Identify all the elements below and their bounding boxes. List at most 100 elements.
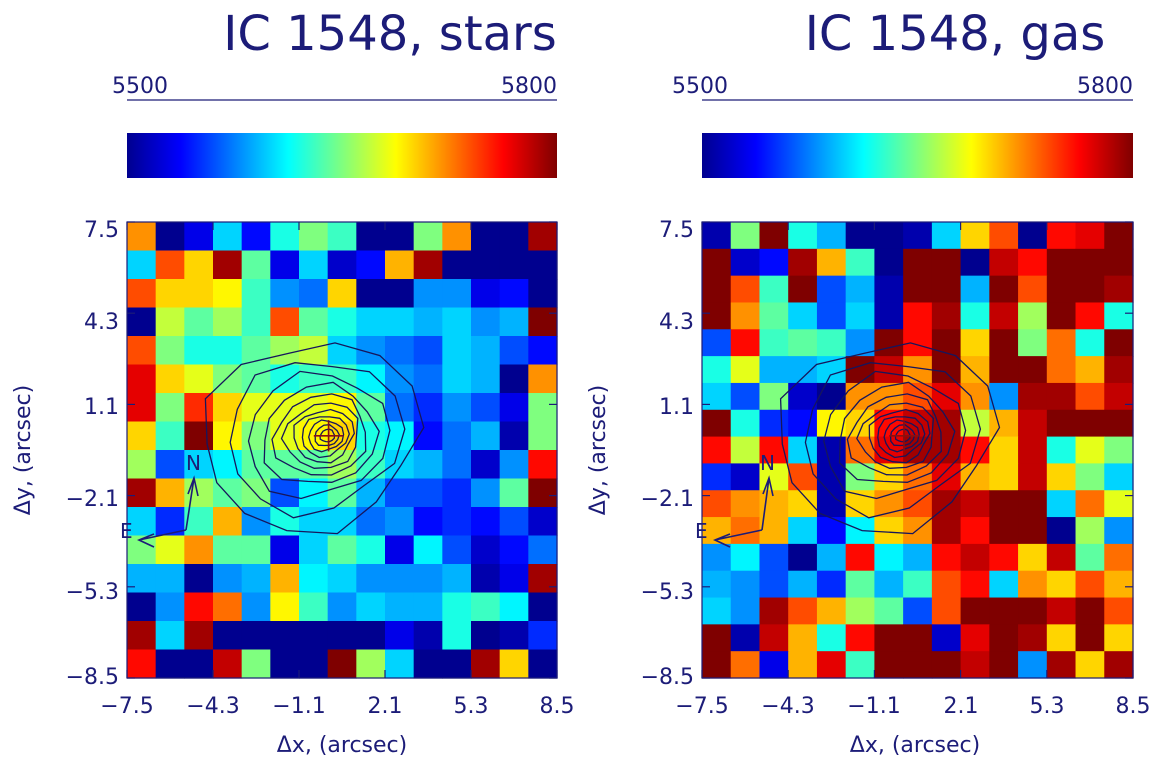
y-axis-label: Δy, (arcsec): [11, 385, 36, 515]
heatmap-cell: [299, 535, 329, 565]
heatmap-cell: [989, 436, 1019, 465]
heatmap-cell: [931, 597, 962, 625]
heatmap-cell: [960, 222, 990, 250]
compass: [712, 475, 774, 548]
heatmap-cell: [356, 421, 386, 451]
heatmap-cell: [442, 564, 472, 594]
heatmap-cell: [270, 649, 300, 679]
heatmap-cell: [442, 592, 472, 622]
heatmap-cell: [155, 421, 185, 451]
heatmap-cell: [702, 624, 732, 652]
heatmap-cell: [931, 275, 962, 304]
heatmap-cell: [499, 535, 529, 565]
heatmap-cell: [155, 649, 185, 679]
heatmap-cell: [270, 307, 300, 337]
heatmap-cell: [1104, 382, 1134, 411]
ytick-label: 4.3: [84, 310, 119, 335]
heatmap-cell: [903, 275, 933, 304]
heatmap-cell: [528, 592, 558, 622]
heatmap-cell: [1075, 624, 1105, 652]
heatmap-cell: [270, 421, 300, 451]
heatmap-cell: [730, 409, 761, 438]
heatmap-cell: [702, 409, 732, 438]
heatmap-cell: [184, 450, 214, 480]
heatmap-cell: [931, 222, 962, 250]
heatmap-cell: [960, 490, 990, 518]
heatmap-cell: [788, 436, 818, 465]
heatmap-cell: [413, 564, 443, 594]
stars-panel: IC 1548, stars 5500 5800 −7.5 −4.3 −1.1 …: [11, 6, 575, 758]
heatmap-cell: [241, 592, 271, 622]
heatmap-cell: [442, 649, 472, 679]
heatmap-cell: [442, 393, 472, 423]
heatmap-cell: [730, 248, 761, 277]
heatmap-cell: [385, 621, 415, 651]
heatmap-cell: [788, 624, 818, 652]
heatmap-cell: [499, 364, 529, 394]
heatmap-cell: [241, 336, 271, 366]
heatmap-cell: [903, 651, 933, 679]
heatmap-cell: [874, 517, 904, 545]
heatmap-cell: [960, 543, 990, 572]
heatmap-cell: [356, 250, 386, 280]
contour-line: [308, 419, 345, 453]
heatmap-cell: [874, 248, 904, 277]
heatmap-cell: [1075, 543, 1105, 572]
heatmap-cell: [270, 621, 300, 651]
heatmap-cell: [1018, 222, 1048, 250]
heatmap-cell: [213, 621, 243, 651]
heatmap-cell: [528, 336, 558, 366]
heatmap-cell: [702, 490, 732, 518]
contour-line: [838, 381, 956, 483]
heatmap-cell: [1018, 517, 1048, 545]
heatmap-cell: [127, 307, 157, 337]
heatmap-cell: [127, 592, 157, 622]
heatmap-cell: [327, 535, 357, 565]
heatmap-cell: [1075, 570, 1105, 599]
heatmap-cell: [730, 222, 761, 250]
heatmap-cell: [931, 517, 962, 545]
heatmap-cell: [702, 436, 732, 465]
heatmap-cell: [759, 248, 789, 277]
heatmap-cell: [903, 222, 933, 250]
heatmap-cell: [499, 279, 529, 309]
heatmap-cell: [1104, 490, 1134, 518]
heatmap-cell: [241, 649, 271, 679]
heatmap-cell: [385, 250, 415, 280]
heatmap-cell: [471, 621, 501, 651]
heatmap-cell: [356, 279, 386, 309]
heatmap-cell: [1046, 597, 1077, 625]
heatmap-cell: [471, 307, 501, 337]
heatmap-cell: [127, 564, 157, 594]
heatmap-cell: [1075, 409, 1105, 438]
heatmap-cell: [845, 409, 875, 438]
heatmap-cell: [730, 463, 761, 491]
heatmap-cell: [356, 507, 386, 537]
heatmap-cell: [788, 356, 818, 384]
gas-panel: IC 1548, gas 5500 5800 −7.5 −4.3 −1.1 2.…: [586, 6, 1151, 758]
heatmap-cell: [702, 222, 732, 250]
heatmap-cell: [1075, 517, 1105, 545]
heatmap-cell: [385, 450, 415, 480]
xtick-label: −4.3: [186, 694, 239, 719]
heatmap-cell: [413, 250, 443, 280]
heatmap-cell: [816, 248, 847, 277]
heatmap-cell: [442, 621, 472, 651]
heatmap-cells: [702, 222, 1134, 679]
heatmap-cell: [874, 302, 904, 330]
heatmap-cell: [213, 393, 243, 423]
heatmap-cell: [816, 329, 847, 357]
heatmap-cell: [1104, 463, 1134, 491]
ytick-label: −8.5: [66, 665, 119, 690]
intensity-contours: [204, 342, 425, 535]
heatmap-cell: [499, 564, 529, 594]
ytick-label: −5.3: [66, 580, 119, 605]
heatmap-cell: [759, 382, 789, 411]
heatmap-cell: [413, 478, 443, 508]
heatmap-cell: [989, 356, 1019, 384]
heatmap-cell: [499, 421, 529, 451]
xtick-label: 2.1: [368, 694, 403, 719]
heatmap-cell: [413, 450, 443, 480]
heatmap-cell: [788, 248, 818, 277]
heatmap-cell: [1018, 275, 1048, 304]
